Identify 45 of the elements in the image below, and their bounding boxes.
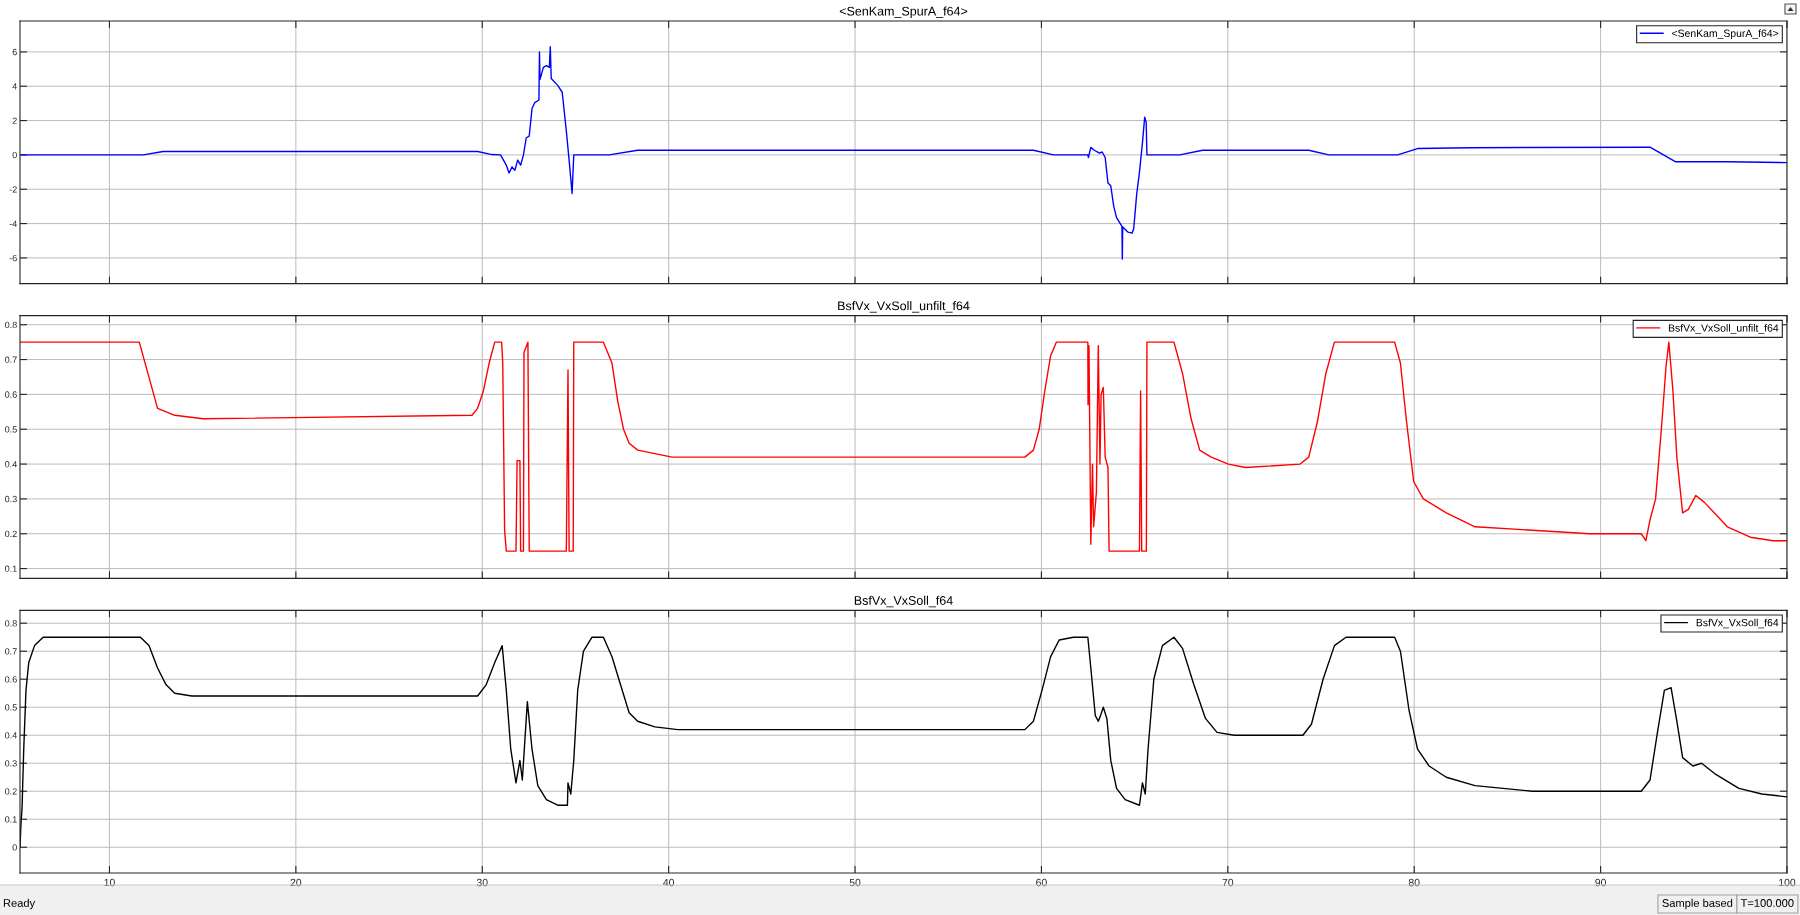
x-tick-label: 60 — [1036, 878, 1047, 887]
y-tick-label: 2 — [12, 117, 17, 124]
line-series — [20, 341, 1787, 552]
y-tick-label: 0.8 — [5, 620, 17, 627]
y-tick-label: -4 — [9, 220, 17, 227]
text: Sample based — [1662, 898, 1733, 910]
y-tick-label: 0.6 — [5, 676, 17, 683]
y-tick-label: 0.5 — [5, 426, 17, 433]
chart-title: BsfVx_VxSoll_unfilt_f64 — [838, 301, 970, 313]
y-tick-label: 4 — [12, 83, 17, 90]
y-tick-label: 0.5 — [5, 704, 17, 711]
text: T=100.000 — [1740, 899, 1794, 907]
legend-label: BsfVx_VxSoll_f64 — [1696, 618, 1779, 629]
x-tick-label: 90 — [1595, 878, 1606, 887]
chart-title: BsfVx_VxSoll_f64 — [854, 595, 953, 608]
y-tick-label: 0.3 — [5, 760, 17, 767]
y-tick-label: 0.1 — [5, 565, 17, 572]
y-tick-label: 0.4 — [5, 732, 17, 739]
y-tick-label: -2 — [9, 186, 17, 193]
x-tick-label: 70 — [1222, 878, 1234, 887]
y-tick-label: 0.1 — [5, 816, 17, 823]
legend-label: BsfVx_VxSoll_unfilt_f64 — [1668, 324, 1779, 334]
chart-title: <SenKam_SpurA_f64> — [839, 6, 968, 19]
x-tick-label: 20 — [290, 878, 302, 887]
y-tick-label: 0.4 — [5, 461, 17, 468]
x-tick-label: 80 — [1408, 878, 1420, 887]
y-tick-label: 0.7 — [5, 356, 17, 363]
x-tick-label: 40 — [663, 878, 675, 887]
legend-label: <SenKam_SpurA_f64> — [1672, 29, 1779, 40]
x-tick-label: 100 — [1779, 878, 1796, 887]
x-tick-label: 50 — [849, 878, 861, 887]
y-tick-label: 0.3 — [5, 495, 17, 503]
y-tick-label: 0.6 — [5, 391, 17, 398]
y-tick-label: 0 — [12, 151, 17, 159]
y-tick-label: 6 — [12, 48, 17, 56]
y-tick-label: 0.7 — [5, 648, 17, 655]
y-tick-label: -6 — [9, 254, 17, 262]
y-tick-label: 0.8 — [5, 321, 17, 329]
line-series — [20, 46, 1787, 260]
y-tick-label: 0.2 — [5, 530, 17, 538]
x-tick-label: 30 — [476, 878, 488, 887]
text: Ready — [3, 898, 36, 910]
y-tick-label: 0.2 — [5, 788, 17, 795]
x-tick-label: 10 — [104, 878, 115, 887]
y-tick-label: 0 — [12, 844, 17, 851]
